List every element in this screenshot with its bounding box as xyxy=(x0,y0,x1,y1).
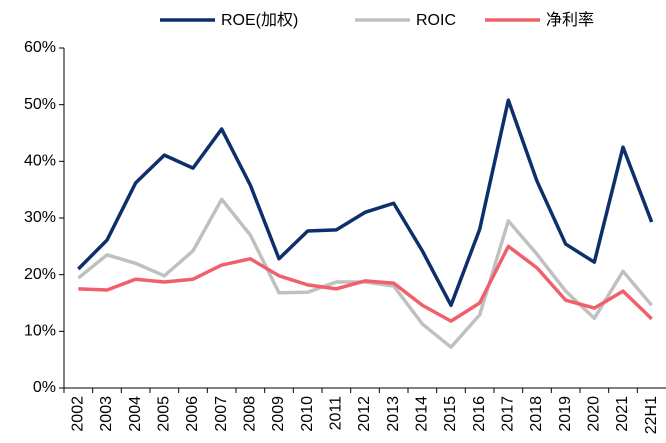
x-tick-label: 2004 xyxy=(127,396,144,432)
x-tick-label: 2021 xyxy=(614,396,631,432)
x-tick-label: 2015 xyxy=(442,396,459,432)
legend-label: ROIC xyxy=(416,12,456,29)
y-tick-label: 10% xyxy=(24,323,56,340)
x-tick-label: 2005 xyxy=(156,396,173,432)
x-tick-label: 2019 xyxy=(557,396,574,432)
x-tick-label: 22H1 xyxy=(643,396,660,434)
x-tick-label: 2011 xyxy=(328,396,345,431)
x-tick-label: 2017 xyxy=(500,396,517,432)
x-tick-label: 2020 xyxy=(586,396,603,432)
y-tick-label: 50% xyxy=(24,96,56,113)
x-tick-label: 2012 xyxy=(356,396,373,432)
x-tick-label: 2016 xyxy=(471,396,488,432)
y-tick-label: 60% xyxy=(24,39,56,56)
x-tick-label: 2003 xyxy=(98,396,115,432)
y-tick-label: 0% xyxy=(33,379,56,396)
y-tick-label: 20% xyxy=(24,266,56,283)
y-tick-label: 40% xyxy=(24,153,56,170)
series-line xyxy=(77,197,654,349)
x-tick-label: 2010 xyxy=(299,396,316,432)
x-tick-label: 2002 xyxy=(70,396,87,432)
x-tick-label: 2014 xyxy=(414,396,431,432)
series-line xyxy=(77,98,654,308)
legend-label: 净利率 xyxy=(546,11,594,29)
x-tick-label: 2009 xyxy=(270,396,287,432)
x-tick-label: 2007 xyxy=(213,396,230,432)
y-tick-label: 30% xyxy=(24,209,56,226)
series-line xyxy=(78,244,653,323)
x-tick-label: 2008 xyxy=(242,396,259,432)
x-tick-label: 2013 xyxy=(385,396,402,432)
x-tick-label: 2006 xyxy=(184,396,201,432)
legend-label: ROE(加权) xyxy=(221,11,298,29)
x-tick-label: 2018 xyxy=(528,396,545,432)
